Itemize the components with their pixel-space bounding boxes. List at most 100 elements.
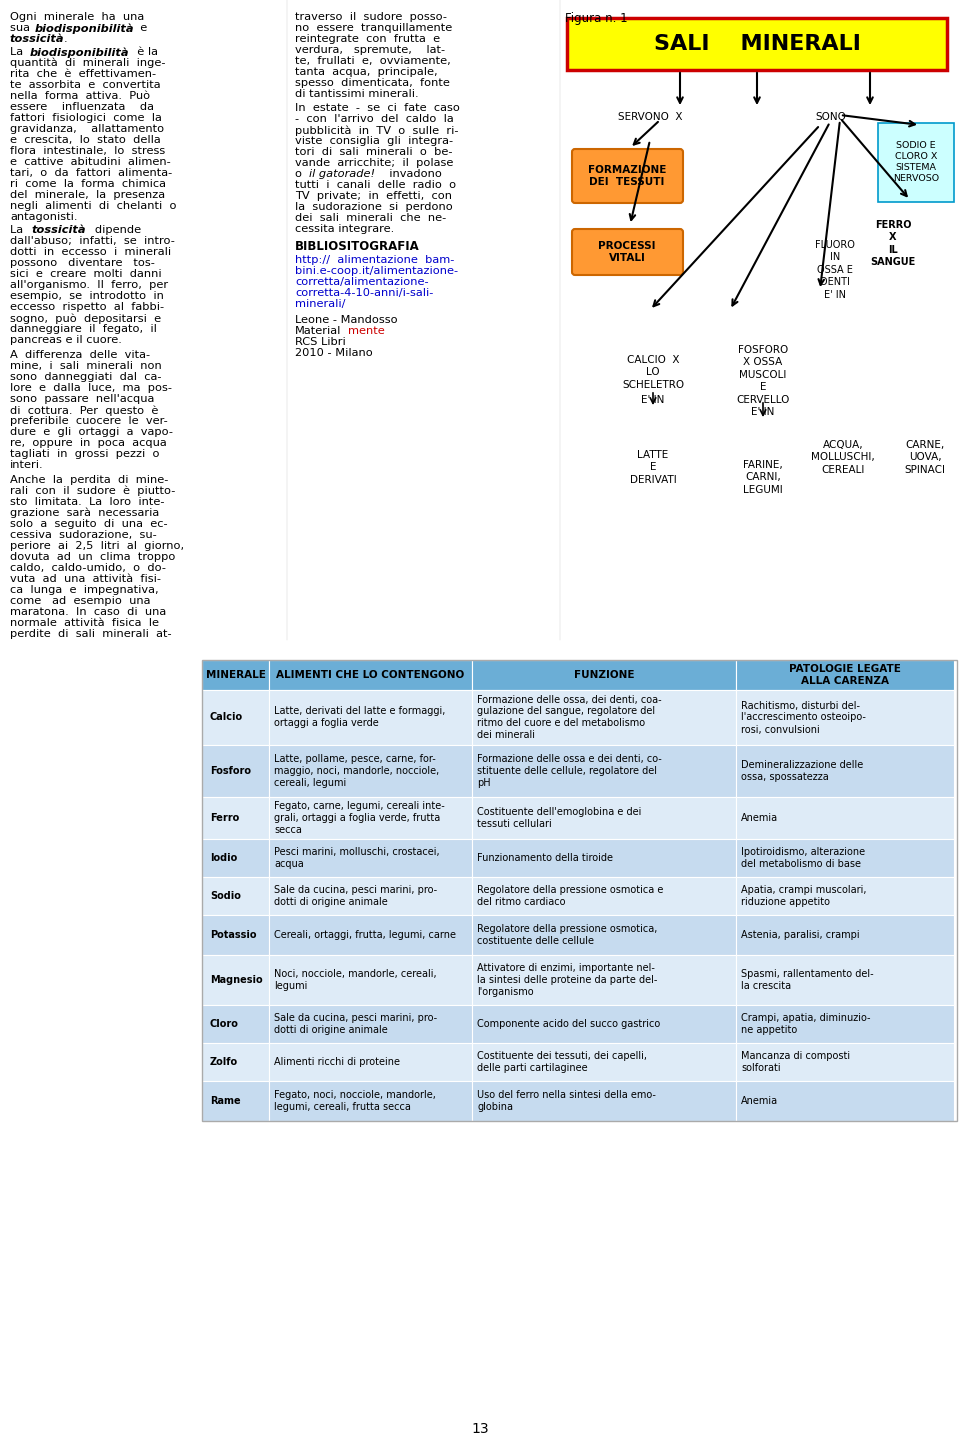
Text: Cereali, ortaggi, frutta, legumi, carne: Cereali, ortaggi, frutta, legumi, carne: [274, 930, 456, 940]
Text: .: .: [64, 34, 67, 44]
Text: sua: sua: [10, 23, 34, 33]
Bar: [269, 796, 472, 839]
Text: FOSFORO
X OSSA
MUSCOLI
E
CERVELLO
E' IN: FOSFORO X OSSA MUSCOLI E CERVELLO E' IN: [736, 344, 790, 418]
Bar: [472, 956, 736, 1004]
Bar: [472, 916, 736, 956]
Text: SODIO E
CLORO X
SISTEMA
NERVOSO: SODIO E CLORO X SISTEMA NERVOSO: [893, 141, 939, 184]
Text: caldo,  caldo-umido,  o  do-: caldo, caldo-umido, o do-: [10, 563, 166, 573]
Text: Fegato, carne, legumi, cereali inte-
grali, ortaggi a foglia verde, frutta
secca: Fegato, carne, legumi, cereali inte- gra…: [274, 801, 444, 835]
Text: minerali/: minerali/: [295, 298, 346, 309]
Text: corretta-4-10-anni/i-sali-: corretta-4-10-anni/i-sali-: [295, 288, 433, 298]
Text: Potassio: Potassio: [210, 930, 256, 940]
Text: Rachitismo, disturbi del-
l'accrescimento osteoipo-
rosi, convulsioni: Rachitismo, disturbi del- l'accresciment…: [741, 700, 866, 735]
Text: Noci, nocciole, mandorle, cereali,
legumi: Noci, nocciole, mandorle, cereali, legum…: [274, 969, 437, 992]
Text: Sale da cucina, pesci marini, pro-
dotti di origine animale: Sale da cucina, pesci marini, pro- dotti…: [274, 1013, 437, 1035]
Text: Anemia: Anemia: [741, 814, 779, 824]
Text: LATTE
E
DERIVATI: LATTE E DERIVATI: [630, 451, 677, 485]
Text: traverso  il  sudore  posso-: traverso il sudore posso-: [295, 11, 447, 22]
Text: 13: 13: [471, 1422, 489, 1435]
Bar: [269, 956, 472, 1004]
Bar: [472, 745, 736, 796]
Text: In  estate  -  se  ci  fate  caso: In estate - se ci fate caso: [295, 103, 460, 113]
Text: preferibile  cuocere  le  ver-: preferibile cuocere le ver-: [10, 416, 168, 426]
Text: FORMAZIONE
DEI  TESSUTI: FORMAZIONE DEI TESSUTI: [588, 165, 666, 187]
Text: re,  oppure  in  poca  acqua: re, oppure in poca acqua: [10, 438, 167, 448]
Bar: [202, 956, 269, 1004]
Text: Alimenti ricchi di proteine: Alimenti ricchi di proteine: [274, 1058, 400, 1068]
Text: te,  frullati  e,  ovviamente,: te, frullati e, ovviamente,: [295, 56, 451, 66]
Text: grazione  sarà  necessaria: grazione sarà necessaria: [10, 508, 159, 518]
Bar: [736, 916, 954, 956]
Text: dure  e  gli  ortaggi  a  vapo-: dure e gli ortaggi a vapo-: [10, 428, 173, 438]
Text: dipende: dipende: [84, 225, 141, 235]
Text: negli  alimenti  di  chelanti  o: negli alimenti di chelanti o: [10, 201, 177, 211]
Text: come   ad  esempio  una: come ad esempio una: [10, 596, 151, 606]
FancyBboxPatch shape: [567, 19, 947, 70]
Bar: [269, 839, 472, 877]
Bar: [202, 839, 269, 877]
Bar: [202, 1081, 269, 1121]
Text: flora  intestinale,  lo  stress: flora intestinale, lo stress: [10, 146, 165, 156]
Text: Iodio: Iodio: [210, 852, 237, 862]
Bar: [472, 1081, 736, 1121]
Text: viste  consiglia  gli  integra-: viste consiglia gli integra-: [295, 136, 453, 146]
Text: Cloro: Cloro: [210, 1019, 239, 1029]
Text: bini.e-coop.it/alimentazione-: bini.e-coop.it/alimentazione-: [295, 265, 458, 276]
Bar: [269, 877, 472, 916]
Bar: [202, 1004, 269, 1043]
Text: Pesci marini, molluschi, crostacei,
acqua: Pesci marini, molluschi, crostacei, acqu…: [274, 847, 440, 870]
Text: periore  ai  2,5  litri  al  giorno,: periore ai 2,5 litri al giorno,: [10, 541, 184, 551]
Text: SALI    MINERALI: SALI MINERALI: [654, 34, 860, 55]
Text: Calcio: Calcio: [210, 713, 243, 722]
Text: Sodio: Sodio: [210, 891, 241, 901]
Text: cessita integrare.: cessita integrare.: [295, 224, 395, 234]
Bar: [736, 1081, 954, 1121]
Text: Magnesio: Magnesio: [210, 974, 263, 984]
Text: dei  sali  minerali  che  ne-: dei sali minerali che ne-: [295, 212, 446, 222]
Text: sogno,  può  depositarsi  e: sogno, può depositarsi e: [10, 313, 161, 323]
Text: te  assorbita  e  convertita: te assorbita e convertita: [10, 80, 160, 90]
Text: Ferro: Ferro: [210, 814, 239, 824]
Text: La: La: [10, 47, 31, 57]
Text: eccesso  rispetto  al  fabbi-: eccesso rispetto al fabbi-: [10, 301, 164, 311]
Bar: [202, 796, 269, 839]
Text: Ogni  minerale  ha  una: Ogni minerale ha una: [10, 11, 144, 22]
Text: e  cattive  abitudini  alimen-: e cattive abitudini alimen-: [10, 156, 171, 166]
Text: il gatorade!: il gatorade!: [309, 169, 375, 179]
Text: danneggiare  il  fegato,  il: danneggiare il fegato, il: [10, 324, 156, 334]
Text: di tantissimi minerali.: di tantissimi minerali.: [295, 89, 419, 99]
Text: esempio,  se  introdotto  in: esempio, se introdotto in: [10, 291, 164, 301]
Text: Mancanza di composti
solforati: Mancanza di composti solforati: [741, 1050, 851, 1073]
Text: tari,  o  da  fattori  alimenta-: tari, o da fattori alimenta-: [10, 168, 172, 178]
Text: Formazione delle ossa, dei denti, coa-
gulazione del sangue, regolatore del
ritm: Formazione delle ossa, dei denti, coa- g…: [477, 695, 661, 740]
Text: FUNZIONE: FUNZIONE: [574, 670, 635, 680]
FancyBboxPatch shape: [572, 230, 683, 276]
Text: Leone - Mandosso: Leone - Mandosso: [295, 316, 397, 324]
Text: quantità  di  minerali  inge-: quantità di minerali inge-: [10, 57, 165, 69]
Text: SONO: SONO: [815, 112, 846, 122]
Bar: [472, 1043, 736, 1081]
Bar: [269, 1043, 472, 1081]
Text: Costituente dei tessuti, dei capelli,
delle parti cartilaginee: Costituente dei tessuti, dei capelli, de…: [477, 1050, 647, 1073]
FancyBboxPatch shape: [572, 149, 683, 202]
Text: rita  che  è  effettivamen-: rita che è effettivamen-: [10, 69, 156, 79]
Text: tanta  acqua,  principale,: tanta acqua, principale,: [295, 67, 438, 77]
Text: Componente acido del succo gastrico: Componente acido del succo gastrico: [477, 1019, 660, 1029]
Text: o: o: [295, 169, 309, 179]
Text: Material: Material: [295, 326, 342, 336]
Text: La: La: [10, 225, 37, 235]
Text: Formazione delle ossa e dei denti, co-
stituente delle cellule, regolatore del
p: Formazione delle ossa e dei denti, co- s…: [477, 753, 661, 788]
Bar: [202, 877, 269, 916]
Bar: [202, 660, 269, 690]
Text: mine,  i  sali  minerali  non: mine, i sali minerali non: [10, 362, 161, 372]
Text: Anche  la  perdita  di  mine-: Anche la perdita di mine-: [10, 475, 168, 485]
Bar: [472, 660, 736, 690]
Text: vande  arricchite;  il  polase: vande arricchite; il polase: [295, 158, 453, 168]
Bar: [269, 1004, 472, 1043]
Text: ri  come  la  forma  chimica: ri come la forma chimica: [10, 179, 166, 189]
Text: invadono: invadono: [382, 169, 442, 179]
Text: all'organismo.  Il  ferro,  per: all'organismo. Il ferro, per: [10, 280, 168, 290]
Text: maratona.  In  caso  di  una: maratona. In caso di una: [10, 607, 166, 617]
Text: Funzionamento della tiroide: Funzionamento della tiroide: [477, 852, 613, 862]
Text: Apatia, crampi muscolari,
riduzione appetito: Apatia, crampi muscolari, riduzione appe…: [741, 885, 867, 907]
